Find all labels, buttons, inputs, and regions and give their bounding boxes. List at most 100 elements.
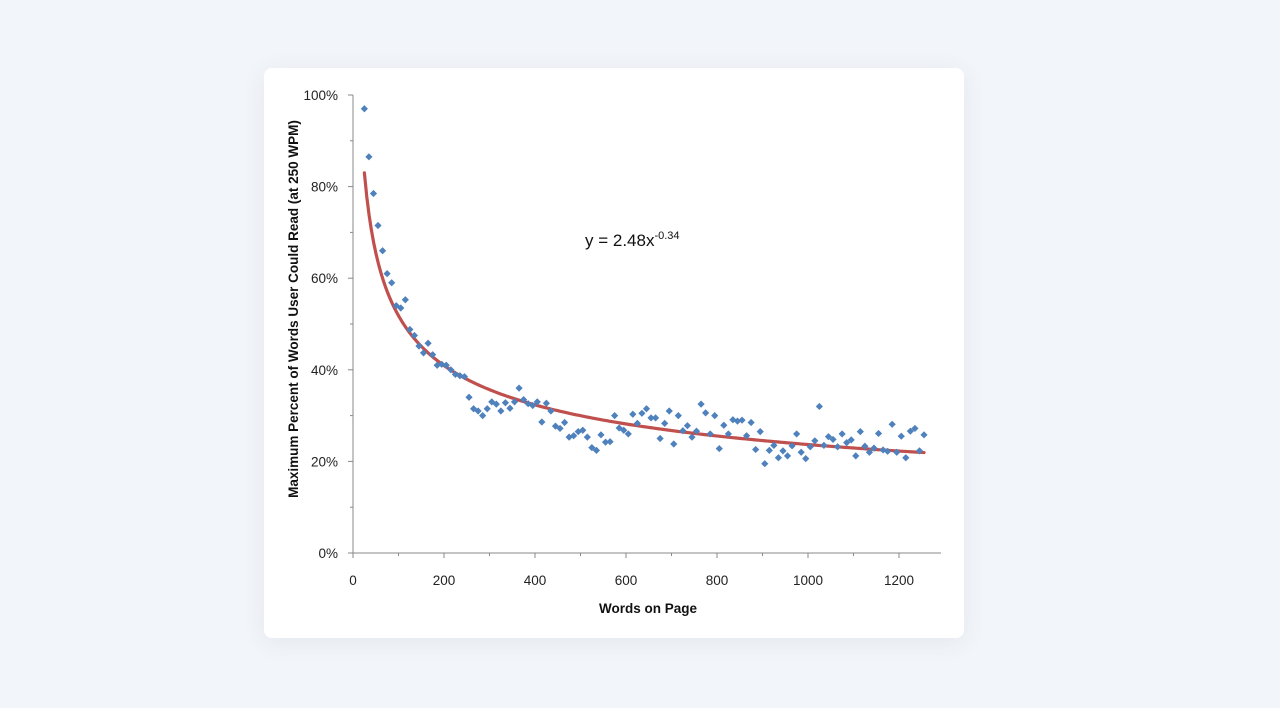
data-point <box>647 414 655 422</box>
data-point <box>388 279 396 287</box>
data-point <box>911 424 919 433</box>
data-point <box>488 398 496 406</box>
data-point <box>815 402 823 411</box>
data-point <box>752 445 760 454</box>
data-point <box>629 410 637 418</box>
y-tick-label: 100% <box>303 88 338 103</box>
data-point <box>829 435 837 444</box>
data-point <box>360 105 368 113</box>
data-point <box>770 441 778 449</box>
data-point <box>510 398 519 406</box>
trendline-layer <box>362 171 926 455</box>
data-point <box>642 405 651 413</box>
data-point <box>606 438 614 446</box>
data-point <box>378 247 387 255</box>
data-point <box>401 296 409 304</box>
y-tick-label: 0% <box>318 546 338 561</box>
x-axis-title: Words on Page <box>599 601 698 616</box>
data-point <box>501 399 510 407</box>
data-point <box>447 366 455 374</box>
data-point <box>465 393 473 401</box>
y-axis-title: Maximum Percent of Words User Could Read… <box>286 120 301 498</box>
data-point <box>374 221 382 230</box>
data-point <box>902 454 910 462</box>
data-point <box>424 339 432 347</box>
trend-equation-exponent: -0.34 <box>654 230 679 242</box>
data-point <box>592 446 601 455</box>
x-tick-label: 1000 <box>793 573 823 588</box>
data-point <box>756 428 764 436</box>
x-tick-label: 200 <box>433 573 456 588</box>
data-point <box>870 444 878 452</box>
y-tick-label: 40% <box>311 363 338 378</box>
data-point <box>624 430 632 438</box>
data-point <box>638 409 646 417</box>
data-point <box>793 430 801 438</box>
data-point <box>515 384 523 392</box>
ticks-layer: 0% 20% 40% 60% 80% 100% 0 200 400 600 800 1000 1200 <box>303 88 914 588</box>
data-point <box>747 418 755 427</box>
data-point <box>474 407 482 415</box>
data-point <box>601 438 610 446</box>
y-tick-label: 60% <box>311 271 338 286</box>
chart-card <box>264 68 964 638</box>
data-point <box>897 432 905 440</box>
data-point <box>615 424 623 432</box>
data-point <box>588 444 596 452</box>
data-point <box>661 419 669 427</box>
data-point <box>406 325 414 334</box>
x-tick-label: 600 <box>615 573 638 588</box>
data-point <box>765 446 773 455</box>
data-point <box>865 448 874 456</box>
data-point <box>706 430 714 438</box>
data-point <box>688 433 696 441</box>
data-point <box>483 405 491 413</box>
data-point <box>651 414 660 422</box>
data-point <box>888 420 896 428</box>
data-point <box>438 360 446 368</box>
data-point <box>556 424 564 433</box>
data-point <box>779 447 787 455</box>
data-point <box>852 452 860 460</box>
data-point <box>797 448 805 456</box>
data-point <box>429 351 437 359</box>
data-point <box>811 437 819 445</box>
data-point <box>365 153 373 161</box>
data-point <box>433 361 441 369</box>
trend-equation-base: y = 2.48x <box>585 231 655 250</box>
x-tick-label: 0 <box>349 573 357 588</box>
data-point <box>442 361 450 369</box>
data-point <box>579 426 587 434</box>
data-point <box>506 404 514 412</box>
y-tick-label: 80% <box>311 180 338 195</box>
data-point <box>729 416 737 424</box>
y-tick-label: 20% <box>311 454 338 469</box>
data-point <box>692 427 701 435</box>
data-point <box>533 398 541 406</box>
data-point <box>697 400 705 408</box>
data-point <box>874 429 883 438</box>
data-point <box>551 422 560 430</box>
data-point <box>861 442 869 450</box>
data-point <box>715 444 723 453</box>
data-point <box>838 430 846 438</box>
data-point <box>538 418 546 426</box>
data-point <box>884 447 892 455</box>
data-point <box>547 407 555 415</box>
data-point <box>856 428 864 436</box>
data-point <box>529 401 537 410</box>
data-point <box>920 431 928 439</box>
data-point <box>415 342 423 350</box>
data-point <box>806 443 814 451</box>
data-point <box>711 412 719 420</box>
data-point <box>733 417 742 425</box>
data-point <box>683 422 692 430</box>
data-point <box>611 412 619 420</box>
trend-equation: y = 2.48x-0.34 <box>585 230 680 250</box>
data-point <box>497 407 505 415</box>
data-point <box>802 455 810 463</box>
axes-layer <box>352 95 941 554</box>
data-point <box>774 454 783 462</box>
x-tick-label: 1200 <box>884 573 914 588</box>
